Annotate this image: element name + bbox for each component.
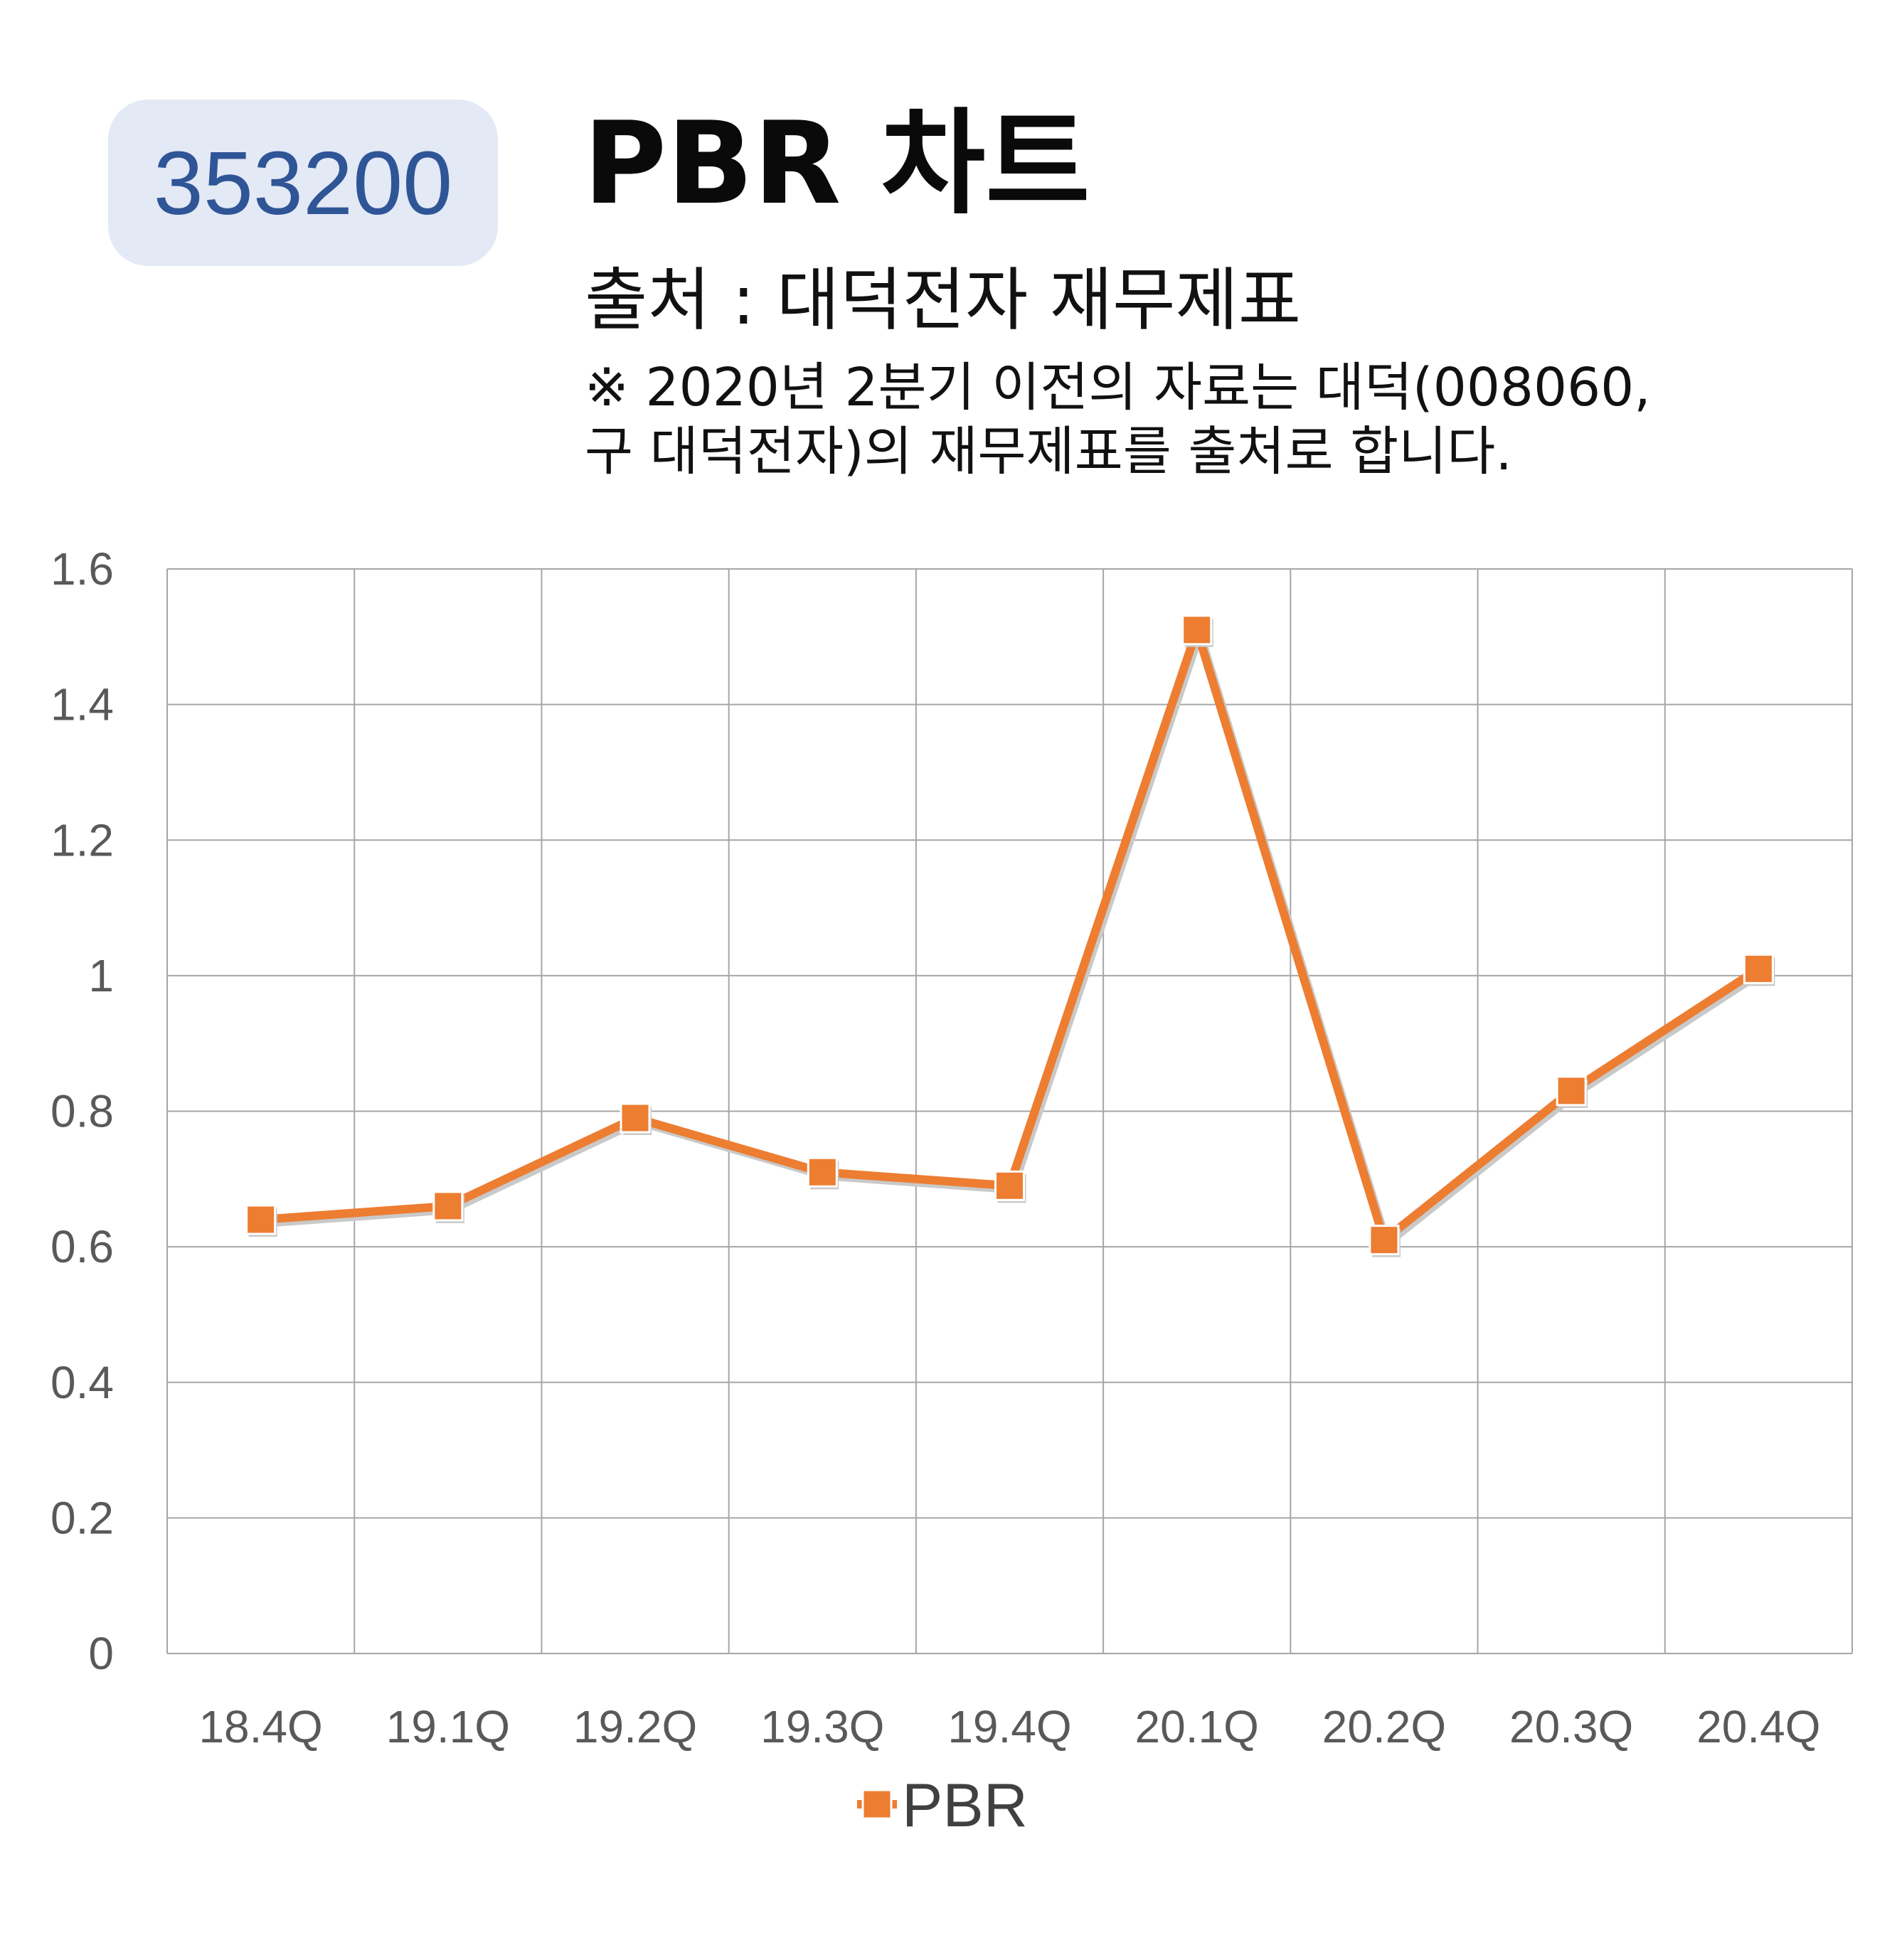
- stock-code-badge: 353200: [108, 100, 498, 266]
- y-axis-ticks: 0 0.2 0.4 0.6 0.8 1 1.2 1.4 1.6: [51, 543, 114, 1679]
- stock-code: 353200: [153, 132, 453, 233]
- x-tick-label: 20.3Q: [1509, 1701, 1633, 1752]
- x-axis-ticks: 18.4Q 19.1Q 19.2Q 19.3Q 19.4Q 20.1Q 20.2Q 20.3Q…: [198, 1701, 1820, 1752]
- x-tick-label: 19.2Q: [573, 1701, 697, 1752]
- data-point: [1743, 953, 1774, 984]
- chart-title: PBR 차트: [583, 97, 1090, 230]
- x-tick-label: 19.3Q: [760, 1701, 884, 1752]
- series-line: [256, 625, 1763, 1245]
- chart-grid: [166, 568, 1853, 1654]
- data-point: [1369, 1225, 1400, 1256]
- x-tick-label: 19.4Q: [947, 1701, 1071, 1752]
- y-tick-label: 0.6: [51, 1221, 114, 1272]
- legend-marker-icon: [861, 1789, 893, 1820]
- x-tick-label: 19.1Q: [386, 1701, 510, 1752]
- y-tick-label: 1.4: [51, 679, 114, 730]
- x-tick-label: 20.4Q: [1696, 1701, 1820, 1752]
- data-point: [432, 1191, 464, 1222]
- source-note-line-1: ※ 2020년 2분기 이전의 자료는 대덕(008060,: [585, 357, 1651, 418]
- y-tick-label: 0.4: [51, 1357, 114, 1408]
- x-tick-label: 20.2Q: [1322, 1701, 1446, 1752]
- data-point: [1556, 1075, 1587, 1107]
- y-tick-label: 1.6: [51, 543, 114, 595]
- source-text: 출처 : 대덕전자 재무제표: [585, 260, 1302, 340]
- x-tick-label: 20.1Q: [1135, 1701, 1259, 1752]
- pbr-series: [245, 614, 1775, 1257]
- y-tick-label: 1: [88, 950, 114, 1001]
- source-note: ※ 2020년 2분기 이전의 자료는 대덕(008060, 구 대덕전자)의 …: [585, 356, 1851, 484]
- y-tick-label: 1.2: [51, 814, 114, 866]
- data-point: [994, 1170, 1025, 1201]
- series-line-shadow: [263, 629, 1764, 1248]
- legend-label: PBR: [902, 1772, 1028, 1840]
- y-tick-label: 0.2: [51, 1492, 114, 1543]
- source-note-line-2: 구 대덕전자)의 재무제표를 출처로 합니다.: [585, 421, 1512, 483]
- data-point: [620, 1102, 651, 1134]
- y-tick-label: 0.8: [51, 1086, 114, 1137]
- chart-legend: PBR: [857, 1772, 1028, 1840]
- data-point: [245, 1204, 277, 1235]
- x-tick-label: 18.4Q: [198, 1701, 322, 1752]
- y-tick-label: 0: [88, 1628, 114, 1679]
- data-point: [1181, 614, 1213, 646]
- data-point: [807, 1156, 838, 1188]
